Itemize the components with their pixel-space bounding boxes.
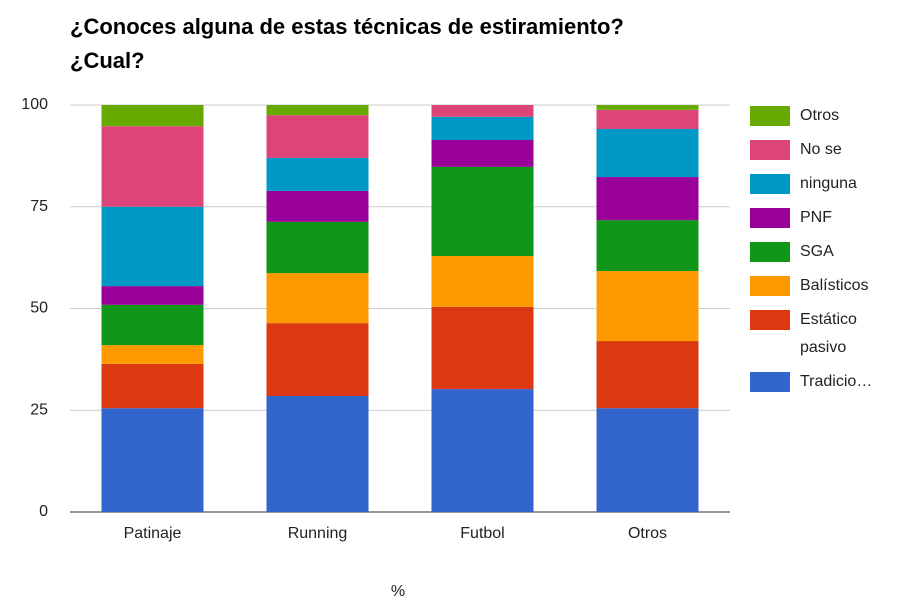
x-tick-label: Futbol [460,525,504,542]
bar-segment [431,306,534,390]
y-tick-label: 75 [30,198,48,215]
bar-segment [266,157,369,191]
bar-segment [596,408,699,512]
bar-segment [101,304,204,346]
bar-segment [596,105,699,110]
x-tick-label: Running [288,525,348,542]
legend-swatch [750,242,790,262]
bar-segment [596,341,699,409]
legend-swatch [750,310,790,330]
bar-segment [431,166,534,256]
bar-segment [431,105,534,117]
x-tick-label: Otros [628,525,667,542]
legend-label: Otros [800,107,839,124]
bar-segment [101,345,204,364]
bar-segment [431,116,534,141]
y-tick-label: 0 [39,503,48,520]
legend-swatch [750,208,790,228]
y-tick-label: 50 [30,300,48,317]
bar-segment [101,286,204,305]
bar-segment [596,177,699,221]
bar-segment [266,115,369,158]
y-tick-label: 100 [21,96,48,113]
bar-segment [266,221,369,274]
legend-label: SGA [800,243,834,260]
bar-segment [101,363,204,409]
legend-swatch [750,174,790,194]
bar-segment [596,109,699,130]
y-tick-label: 25 [30,401,48,418]
bar-segment [101,105,204,127]
x-axis-label: % [391,583,405,600]
bar-segment [596,129,699,178]
legend-label: No se [800,141,842,158]
bar-segment [431,389,534,512]
bar-segment [101,126,204,207]
legend-label: PNF [800,209,832,226]
bar-segment [266,396,369,512]
bar-segment [101,408,204,512]
bar-segment [101,206,204,287]
bar-segment [596,220,699,272]
bar-segment [266,273,369,324]
bar-segment [431,255,534,307]
bar-segment [596,271,699,342]
legend-swatch [750,140,790,160]
legend-label: ninguna [800,175,857,192]
legend-swatch [750,372,790,392]
legend-label: Estático pasivo [800,311,857,356]
legend-swatch [750,106,790,126]
legend-swatch [750,276,790,296]
chart-title: ¿Conoces alguna de estas técnicas de est… [70,14,624,73]
bar-segment [266,323,369,397]
legend-label: Tradicio… [800,373,872,390]
bar-segment [266,105,369,116]
bar-segment [431,140,534,167]
legend-label: Balísticos [800,277,868,294]
bar-segment [266,190,369,222]
x-tick-label: Patinaje [124,525,182,542]
